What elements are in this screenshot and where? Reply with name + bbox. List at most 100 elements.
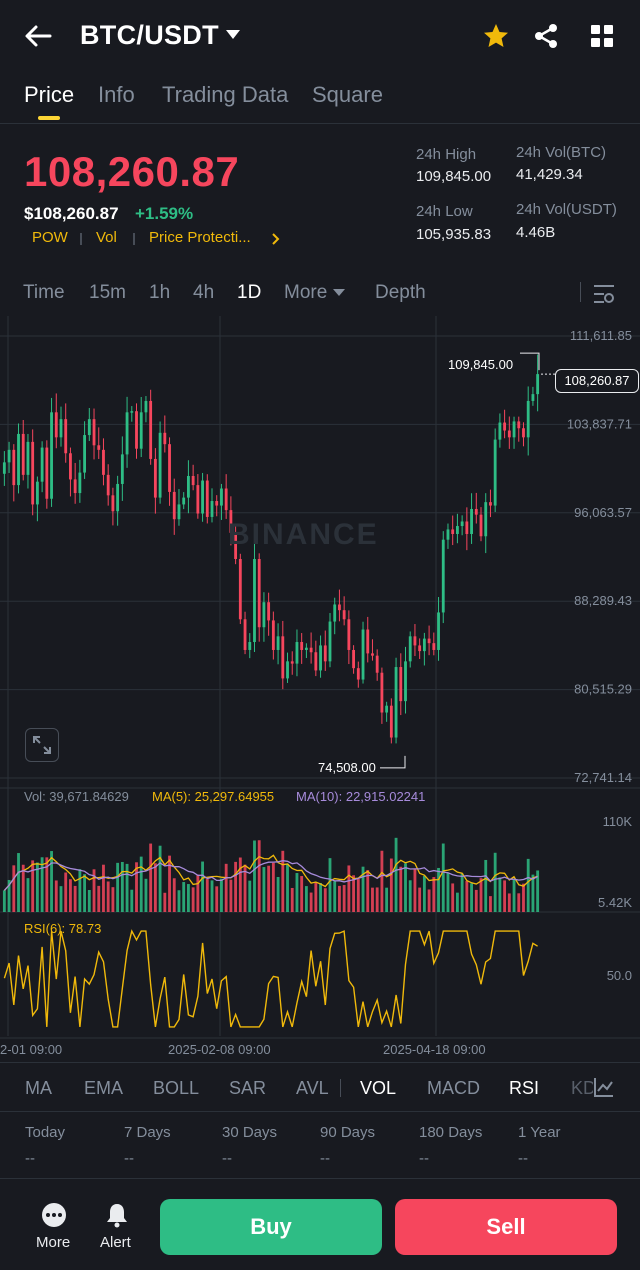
candlestick-canvas[interactable]: 111,611.85 103,837.71 96,063.57 88,289.43 80… [0,316,640,1056]
candle-body [73,479,77,494]
volume-bar [12,865,16,912]
interval-4h[interactable]: 4h [193,282,215,303]
stat-vol-usdt-label: 24h Vol(USDT) [516,201,617,218]
candle-body [389,705,393,738]
rsi-indicator-value: RSI(6): 78.73 [24,921,102,936]
indicator-ma[interactable]: MA [25,1078,52,1098]
indicator-kd[interactable]: KD [571,1078,593,1098]
volume-bar [196,874,200,912]
tab-square[interactable]: Square [312,82,383,107]
chevron-right-icon[interactable] [272,233,280,245]
buy-button[interactable]: Buy [160,1199,382,1255]
volume-bar [536,870,540,912]
volume-bar [300,876,304,912]
volume-bar [356,878,360,912]
interval-depth[interactable]: Depth [375,282,426,303]
interval-more[interactable]: More [284,282,328,303]
volume-bar [130,889,134,912]
volume-bar [517,893,521,912]
tab-price[interactable]: Price [24,82,75,107]
last-price-tag[interactable]: 108,260.87 [555,369,639,393]
kline-chart[interactable]: 111,611.85 103,837.71 96,063.57 88,289.43 80… [0,316,640,1056]
volume-bar [40,857,44,912]
caret-down-icon[interactable] [226,30,240,40]
candle-body [102,449,105,475]
bell-icon[interactable] [103,1201,131,1229]
candle-body [470,508,473,534]
perf-label-1y: 1 Year [518,1124,561,1141]
volume-bar [205,879,209,912]
tab-trading-data[interactable]: Trading Data [162,82,289,107]
candle-body [455,526,459,534]
candle-body [380,672,384,713]
high-marker-line [520,352,540,371]
tag-divider [133,233,135,245]
perf-value-90d: -- [320,1150,330,1167]
candle-body [210,501,214,517]
star-icon[interactable] [482,22,510,50]
volume-bar [522,883,525,912]
candle-body [50,412,53,499]
volume-bar [17,853,20,912]
grid-icon[interactable] [588,22,616,50]
volume-bar [144,878,148,912]
candle-body [342,610,346,620]
more-icon[interactable] [40,1201,68,1229]
sell-button[interactable]: Sell [395,1199,617,1255]
candle-body [45,447,49,499]
volume-bar [106,881,110,912]
volume-bar [7,879,11,912]
y-axis-tick: 72,741.14 [574,770,632,785]
caret-down-icon[interactable] [333,289,345,297]
volume-bar [215,886,219,912]
volume-bar [257,840,261,912]
candle-body [437,612,440,650]
volume-bar [286,863,289,912]
volume-bar [507,893,511,912]
indicator-settings-icon[interactable] [593,1076,615,1098]
volume-bar [479,878,483,912]
volume-bar [253,840,256,912]
indicator-vol[interactable]: VOL [360,1078,397,1098]
alert-label[interactable]: Alert [100,1234,131,1251]
perf-label-7d: 7 Days [124,1124,171,1141]
candle-body [356,668,360,680]
volume-bar [87,889,91,912]
indicator-macd[interactable]: MACD [427,1078,480,1098]
tag-pow[interactable]: POW [32,229,68,246]
indicator-avl[interactable]: AVL [296,1078,329,1098]
indicator-sar[interactable]: SAR [229,1078,267,1098]
volume-bar [437,867,440,912]
indicator-boll[interactable]: BOLL [153,1078,200,1098]
interval-15m[interactable]: 15m [89,282,126,303]
volume-bar [342,885,346,912]
pair-title[interactable]: BTC/USDT [80,20,219,50]
share-icon[interactable] [532,22,560,50]
chart-settings-icon[interactable] [593,284,615,304]
volume-bar [238,857,242,912]
volume-bar [304,886,308,912]
tag-price-protection[interactable]: Price Protecti... [149,229,251,246]
candle-body [224,488,228,511]
candle-body [352,649,356,669]
candle-body [286,661,289,679]
volume-bar [177,890,181,912]
stat-vol-btc-label: 24h Vol(BTC) [516,144,607,161]
indicator-rsi[interactable]: RSI [509,1078,540,1098]
interval-1h[interactable]: 1h [149,282,171,303]
volume-bar [83,874,87,912]
volume-bar [328,858,332,912]
interval-1d[interactable]: 1D [237,282,262,303]
volume-bar [163,892,167,912]
back-arrow-icon[interactable] [22,20,54,52]
interval-time[interactable]: Time [23,282,65,303]
indicator-ema[interactable]: EMA [84,1078,124,1098]
volume-bar [135,862,138,912]
tag-vol[interactable]: Vol [96,229,117,246]
tab-info[interactable]: Info [98,82,135,107]
candle-body [281,636,285,679]
candle-body [498,422,502,440]
fullscreen-button[interactable] [25,728,59,762]
volume-bar [503,880,507,912]
more-label[interactable]: More [36,1234,71,1251]
